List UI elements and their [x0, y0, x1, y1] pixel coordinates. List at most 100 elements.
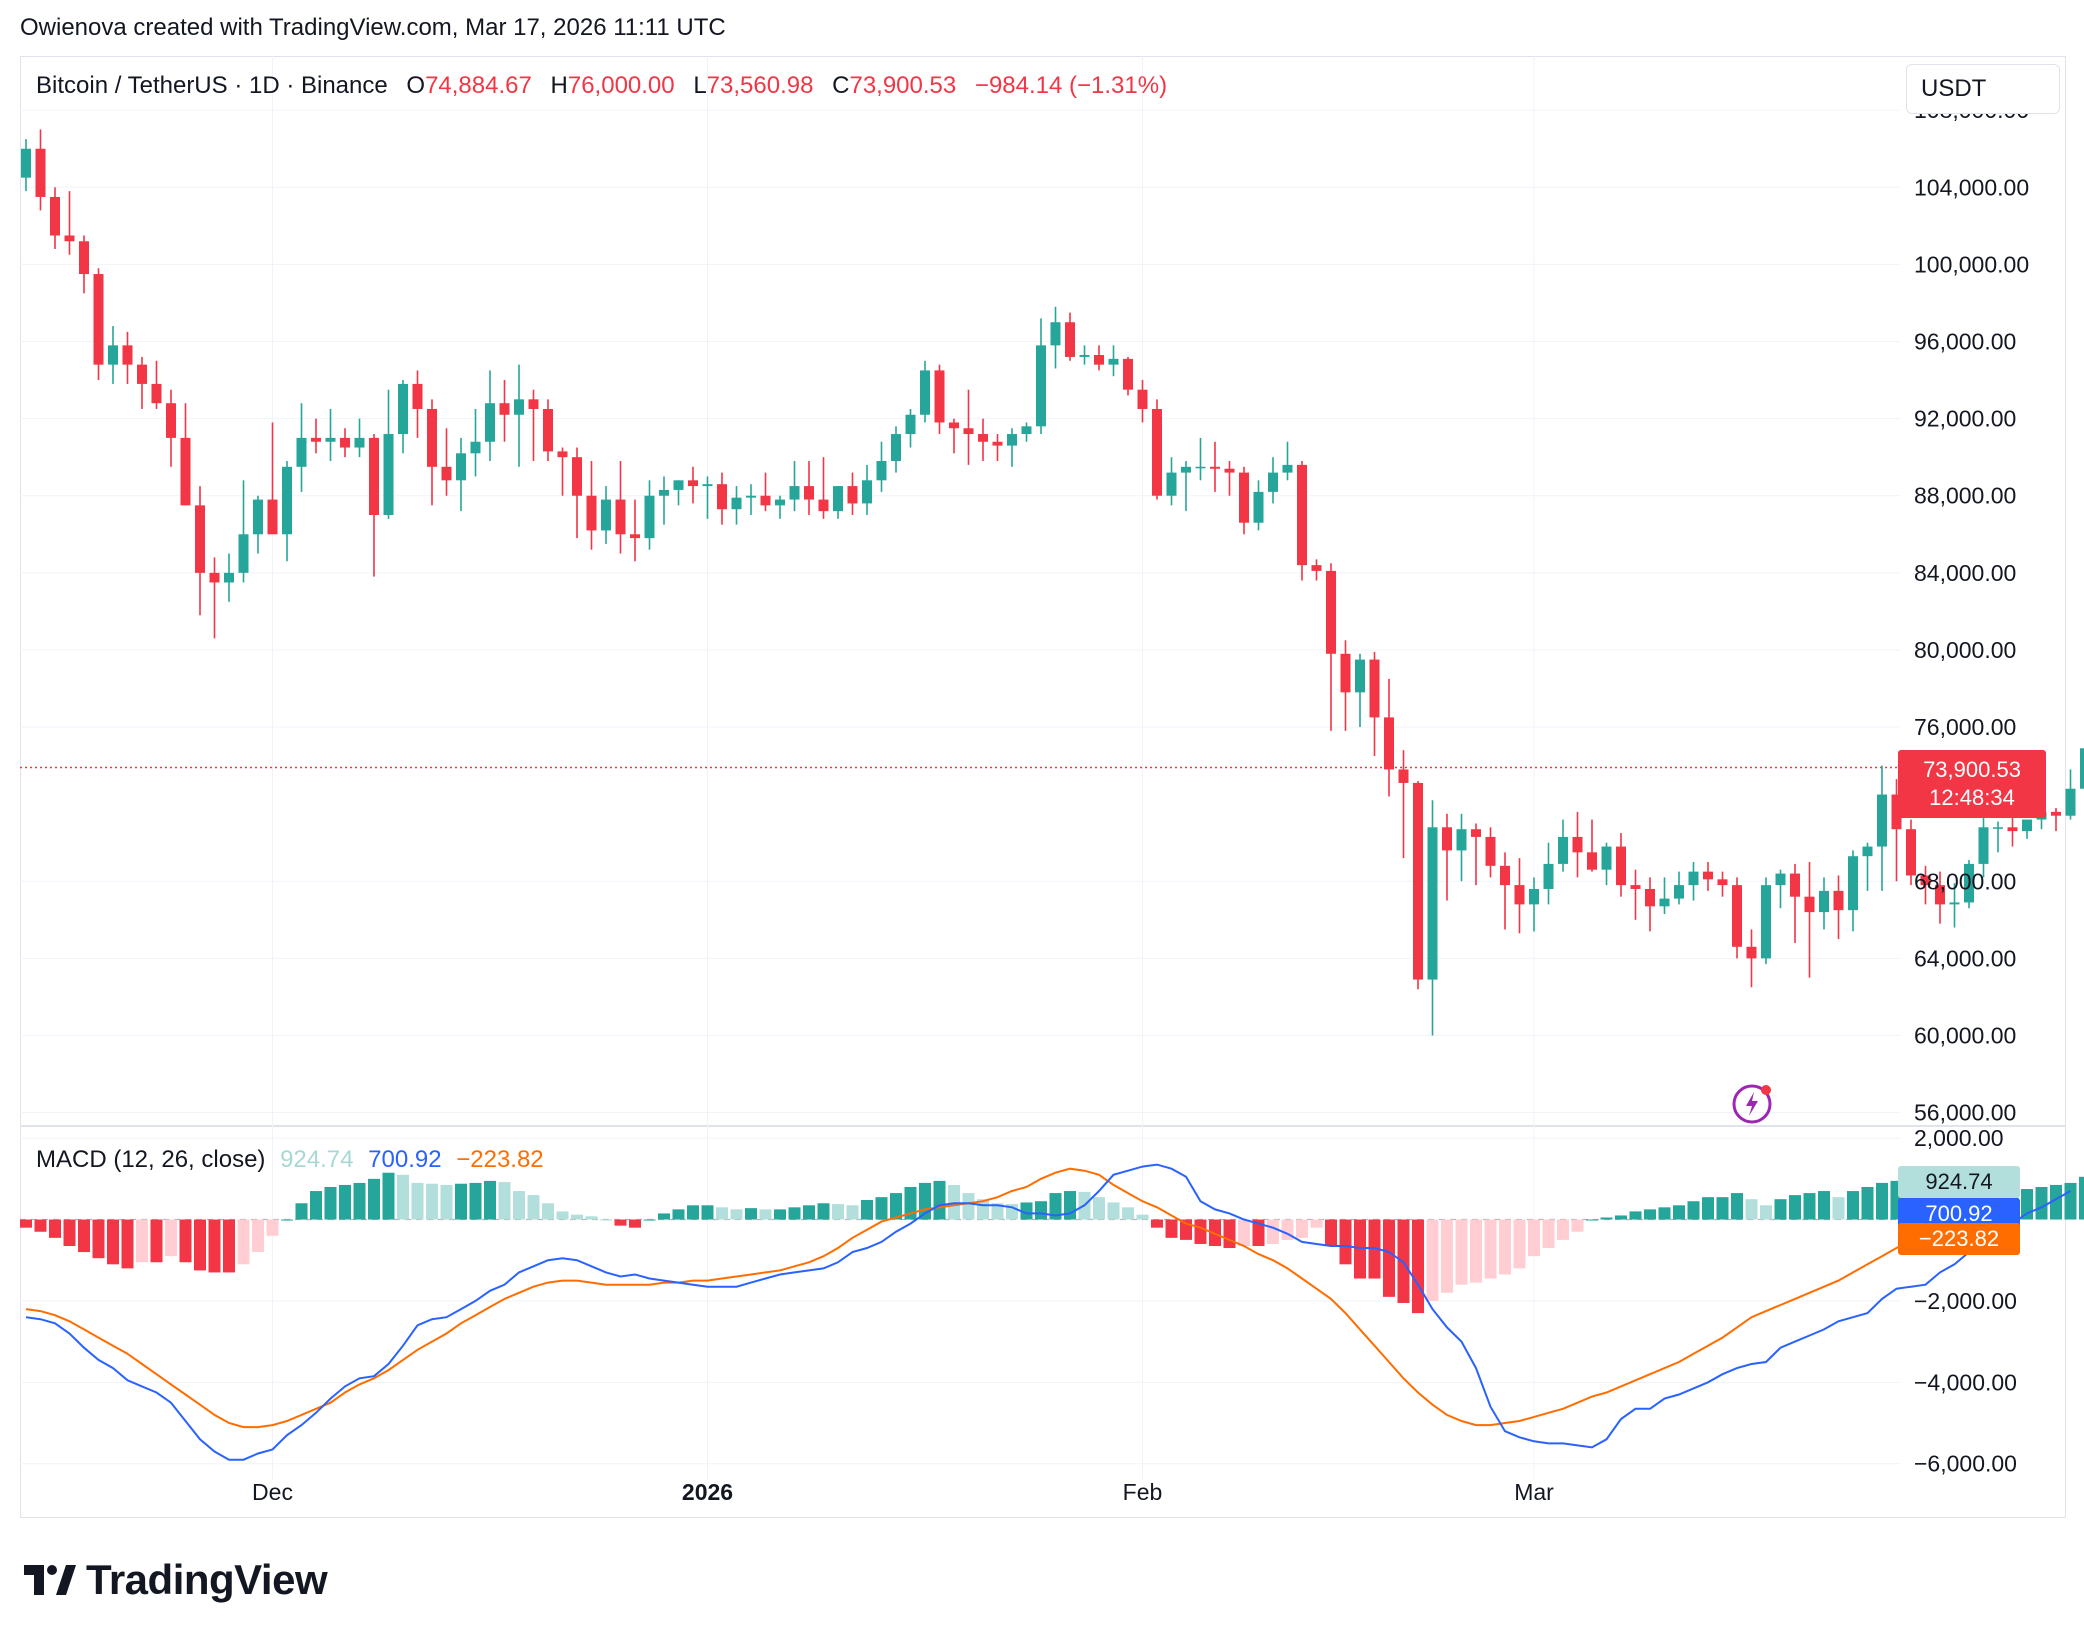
histogram-bar [1876, 1182, 1888, 1220]
histogram-bar [658, 1213, 670, 1220]
histogram-bar [1354, 1219, 1366, 1279]
candle [1833, 875, 1844, 940]
histogram-bar [1557, 1219, 1569, 1240]
candle [1239, 466, 1249, 535]
candle [833, 486, 843, 519]
histogram-bar [353, 1182, 366, 1220]
candle [1949, 883, 1960, 928]
candle [1456, 813, 1467, 882]
candle [804, 461, 814, 516]
histogram-bar [1426, 1219, 1439, 1301]
histogram-bar [63, 1219, 76, 1246]
price-tick-label: 60,000.00 [1914, 1022, 2016, 1048]
candle [789, 461, 800, 512]
candle [1935, 871, 1945, 924]
candle [1079, 345, 1090, 365]
symbol-legend[interactable]: Bitcoin / TetherUS · 1D · Binance O74,88… [36, 72, 1167, 100]
candle [296, 403, 307, 492]
histogram-bar [1151, 1219, 1163, 1228]
histogram-bar [498, 1182, 511, 1220]
candle [1906, 819, 1916, 886]
candle [543, 399, 553, 462]
candle [1746, 929, 1757, 988]
histogram-bar [1122, 1207, 1134, 1220]
candle [731, 486, 742, 525]
candle [137, 356, 147, 409]
candle [1920, 865, 1931, 905]
histogram-bar [165, 1219, 177, 1257]
histogram-bar [774, 1209, 786, 1220]
histogram-bar [368, 1178, 380, 1220]
chart-frame [20, 56, 2066, 1518]
candle [992, 434, 1003, 462]
histogram-bar [571, 1214, 583, 1220]
histogram-bar [1600, 1217, 1613, 1220]
tradingview-logo[interactable]: TradingView [24, 1556, 328, 1604]
histogram-bar [469, 1182, 482, 1220]
histogram-bar [542, 1203, 554, 1220]
candle [427, 399, 437, 506]
histogram-bar [382, 1172, 395, 1220]
chart-canvas[interactable]: 108,000.00104,000.00100,000.0096,000.009… [0, 0, 2084, 1520]
macd-legend[interactable]: MACD (12, 26, close) 924.74 700.92 −223.… [36, 1146, 544, 1174]
candle [35, 129, 46, 211]
candle [1978, 806, 1989, 878]
histogram-bar [672, 1209, 685, 1220]
candle [499, 380, 510, 442]
candle [50, 187, 60, 249]
candle [79, 235, 89, 294]
candle [702, 476, 713, 519]
candle [1761, 877, 1771, 965]
lightning-icon[interactable] [1730, 1080, 1776, 1126]
histogram-bar [1325, 1219, 1337, 1246]
candle [311, 418, 321, 454]
candle [369, 434, 379, 577]
candle [267, 422, 278, 535]
histogram-bar [397, 1174, 409, 1220]
macd-lines [25, 1163, 2071, 1461]
histogram-bar [1847, 1191, 1859, 1220]
candle [1427, 800, 1438, 1036]
histogram-bar [281, 1219, 293, 1221]
histogram-bar [513, 1191, 525, 1220]
candle [195, 486, 205, 616]
candle [1123, 356, 1133, 396]
histogram-bar [1499, 1219, 1511, 1275]
candle [1210, 441, 1220, 492]
histogram-bar [600, 1219, 612, 1221]
candle [920, 360, 930, 423]
candle [398, 380, 408, 454]
candle [1717, 871, 1728, 897]
candle [1355, 653, 1365, 728]
time-tick-label: 2026 [682, 1479, 733, 1505]
histogram-bar [1441, 1219, 1453, 1293]
histogram-bar [179, 1219, 192, 1263]
candle [659, 476, 669, 525]
symbol-name: Bitcoin / TetherUS · 1D · Binance [36, 72, 388, 99]
candle [209, 557, 220, 639]
histogram-bar [962, 1193, 975, 1220]
candle [644, 480, 655, 550]
candle [601, 486, 611, 544]
macd-signal-value: −223.82 [456, 1146, 544, 1173]
candle [1775, 869, 1786, 909]
histogram-bar [136, 1219, 148, 1263]
price-tick-label: 56,000.00 [1914, 1100, 2016, 1126]
currency-selector[interactable]: USDT [1906, 64, 2060, 114]
candle [1485, 827, 1496, 878]
candle [1311, 559, 1322, 581]
candle [586, 461, 597, 550]
histogram-bar [803, 1205, 815, 1220]
histogram-bar [310, 1191, 322, 1220]
price-tick-label: 76,000.00 [1914, 714, 2016, 740]
candle [717, 472, 727, 525]
candle [93, 268, 104, 381]
time-tick-label: Dec [252, 1479, 293, 1505]
histogram-bar [904, 1186, 917, 1220]
candle [122, 331, 133, 384]
candle [775, 495, 785, 519]
price-tick-label: 92,000.00 [1914, 406, 2016, 432]
histogram-bar [875, 1197, 888, 1220]
candle [1268, 457, 1278, 504]
close-label: C [832, 72, 850, 99]
